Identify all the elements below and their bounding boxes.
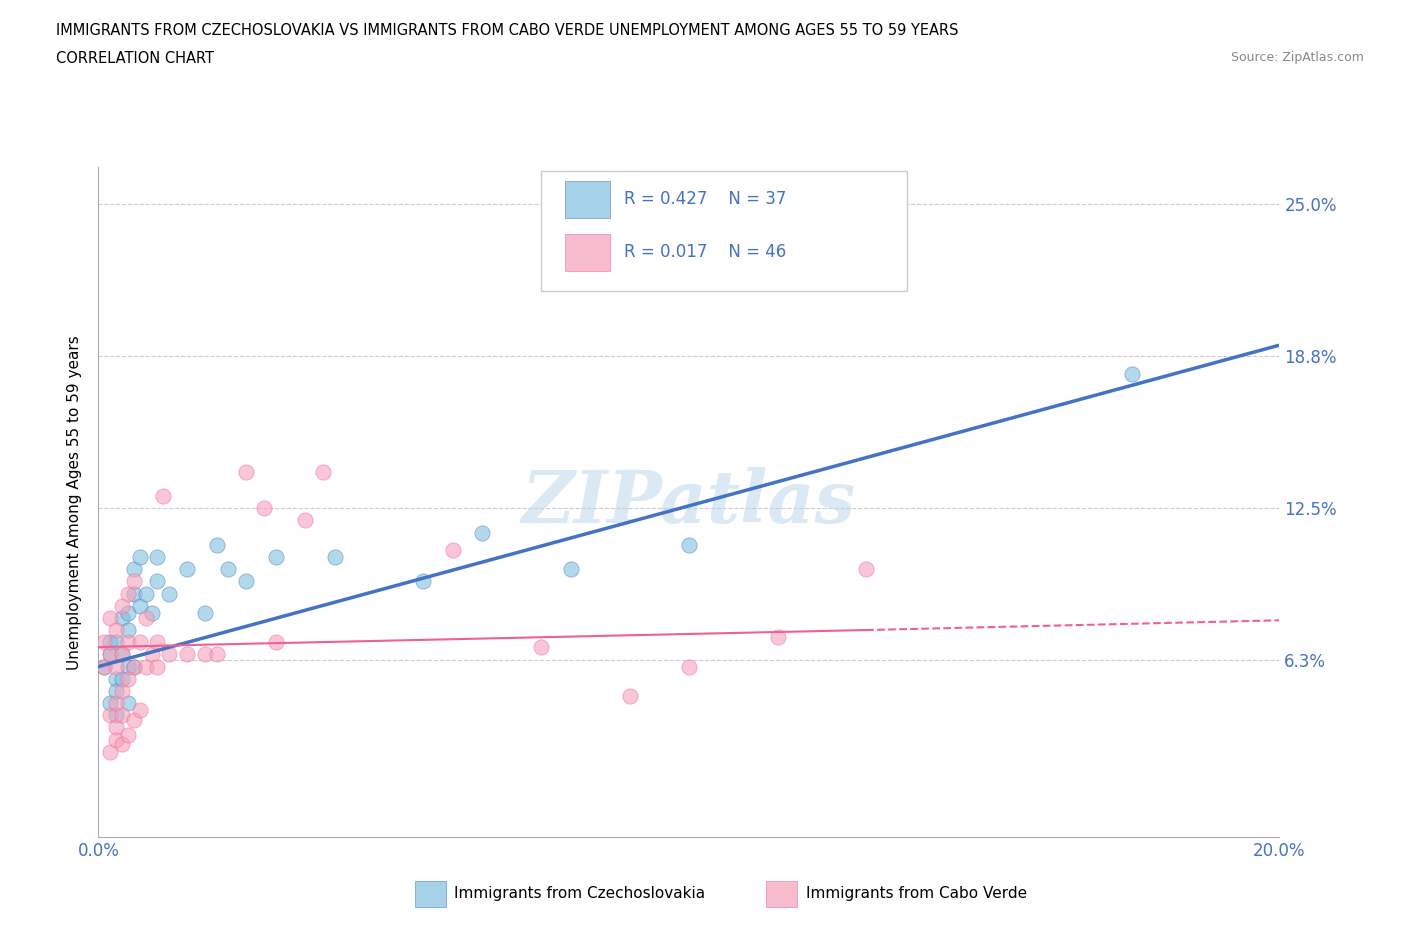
Point bbox=[105, 622, 128, 637]
Point bbox=[111, 708, 134, 723]
Point bbox=[560, 562, 582, 577]
Point bbox=[412, 574, 434, 589]
Point bbox=[111, 647, 134, 662]
Point bbox=[111, 671, 134, 686]
Point bbox=[176, 562, 198, 577]
Point bbox=[98, 635, 121, 650]
Text: IMMIGRANTS FROM CZECHOSLOVAKIA VS IMMIGRANTS FROM CABO VERDE UNEMPLOYMENT AMONG : IMMIGRANTS FROM CZECHOSLOVAKIA VS IMMIGR… bbox=[56, 23, 959, 38]
Point bbox=[146, 659, 169, 674]
FancyBboxPatch shape bbox=[565, 234, 610, 272]
Point bbox=[111, 610, 134, 625]
Point bbox=[105, 659, 128, 674]
Point bbox=[264, 635, 287, 650]
Point bbox=[146, 550, 169, 565]
Point bbox=[141, 647, 163, 662]
Point bbox=[235, 464, 257, 479]
Point bbox=[117, 622, 139, 637]
Text: CORRELATION CHART: CORRELATION CHART bbox=[56, 51, 214, 66]
Text: R = 0.017    N = 46: R = 0.017 N = 46 bbox=[624, 244, 786, 261]
Point bbox=[152, 488, 174, 503]
Point bbox=[855, 562, 877, 577]
Point bbox=[93, 659, 115, 674]
Point bbox=[128, 703, 150, 718]
Point bbox=[117, 635, 139, 650]
Point bbox=[264, 550, 287, 565]
Point bbox=[122, 712, 145, 727]
Point bbox=[323, 550, 346, 565]
Point bbox=[122, 659, 145, 674]
Point bbox=[117, 696, 139, 711]
Point bbox=[111, 684, 134, 698]
Point bbox=[117, 605, 139, 620]
Point bbox=[146, 574, 169, 589]
Point bbox=[117, 727, 139, 742]
Point bbox=[111, 647, 134, 662]
Point bbox=[253, 501, 276, 516]
Point bbox=[98, 647, 121, 662]
FancyBboxPatch shape bbox=[565, 180, 610, 218]
Point bbox=[471, 525, 494, 540]
Text: Source: ZipAtlas.com: Source: ZipAtlas.com bbox=[1230, 51, 1364, 64]
Point bbox=[128, 598, 150, 613]
Point bbox=[122, 562, 145, 577]
Point bbox=[111, 598, 134, 613]
Point bbox=[117, 671, 139, 686]
Text: Immigrants from Cabo Verde: Immigrants from Cabo Verde bbox=[806, 886, 1026, 901]
Point bbox=[312, 464, 335, 479]
Point bbox=[194, 605, 217, 620]
Point bbox=[205, 647, 228, 662]
Point bbox=[98, 744, 121, 759]
Point bbox=[105, 684, 128, 698]
Text: ZIPatlas: ZIPatlas bbox=[522, 467, 856, 538]
Point bbox=[98, 647, 121, 662]
Point bbox=[98, 708, 121, 723]
Point bbox=[117, 586, 139, 601]
Point bbox=[93, 635, 115, 650]
Point bbox=[176, 647, 198, 662]
Point bbox=[135, 659, 157, 674]
Text: Immigrants from Czechoslovakia: Immigrants from Czechoslovakia bbox=[454, 886, 706, 901]
Point bbox=[93, 659, 115, 674]
Point bbox=[205, 538, 228, 552]
Point bbox=[105, 732, 128, 747]
Point bbox=[98, 696, 121, 711]
Point bbox=[135, 586, 157, 601]
Point bbox=[105, 635, 128, 650]
Point bbox=[217, 562, 239, 577]
Point bbox=[122, 586, 145, 601]
Point bbox=[122, 574, 145, 589]
FancyBboxPatch shape bbox=[541, 171, 907, 291]
Point bbox=[105, 708, 128, 723]
Point bbox=[111, 737, 134, 752]
Point bbox=[141, 605, 163, 620]
Point bbox=[678, 538, 700, 552]
Point bbox=[678, 659, 700, 674]
Point bbox=[157, 647, 180, 662]
Point bbox=[441, 542, 464, 557]
Point bbox=[117, 659, 139, 674]
Point bbox=[1121, 367, 1143, 382]
Point bbox=[98, 610, 121, 625]
Point bbox=[157, 586, 180, 601]
Point bbox=[530, 640, 553, 655]
Point bbox=[146, 635, 169, 650]
Point bbox=[128, 635, 150, 650]
Point bbox=[122, 659, 145, 674]
Point bbox=[105, 696, 128, 711]
Point bbox=[135, 610, 157, 625]
Point bbox=[194, 647, 217, 662]
Text: R = 0.427    N = 37: R = 0.427 N = 37 bbox=[624, 190, 786, 208]
Point bbox=[235, 574, 257, 589]
Point bbox=[619, 688, 641, 703]
Point bbox=[105, 671, 128, 686]
Point bbox=[766, 630, 789, 644]
Point bbox=[128, 550, 150, 565]
Y-axis label: Unemployment Among Ages 55 to 59 years: Unemployment Among Ages 55 to 59 years bbox=[67, 335, 83, 670]
Point bbox=[294, 513, 316, 528]
Point bbox=[105, 720, 128, 735]
